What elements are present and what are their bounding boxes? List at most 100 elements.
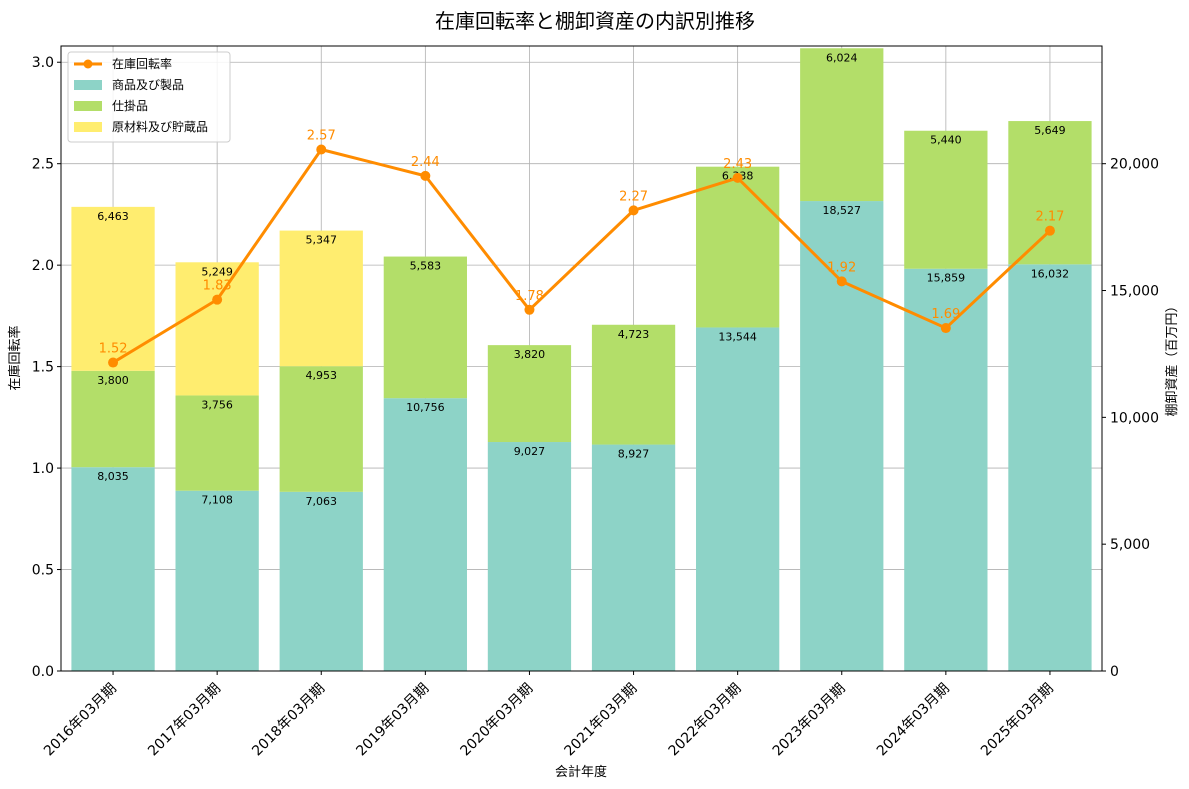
- bar-segment: [1008, 121, 1092, 265]
- left-axis: 0.0 0.5 1.0 1.5 2.0 2.5 3.0: [32, 55, 61, 680]
- legend-swatch: [74, 101, 102, 111]
- turnover-value-label: 2.17: [1035, 210, 1064, 225]
- bar-value-label: 16,032: [1031, 267, 1070, 280]
- bar-value-label: 8,035: [97, 470, 129, 483]
- turnover-point: [940, 323, 951, 334]
- x-tick-label: 2021年03月期: [562, 681, 641, 760]
- bar-segment: [383, 256, 467, 399]
- bar-value-label: 3,800: [97, 374, 129, 387]
- turnover-point: [732, 172, 743, 183]
- x-tick-label: 2024年03月期: [874, 681, 953, 760]
- turnover-point: [420, 170, 431, 181]
- right-tick-label: 10,000: [1110, 410, 1159, 426]
- legend-swatch: [74, 122, 102, 132]
- right-tick-label: 15,000: [1110, 284, 1159, 300]
- bar-segment: [175, 262, 259, 396]
- right-axis: 0 5,000 10,000 15,000 20,000: [1102, 157, 1159, 680]
- turnover-point: [316, 144, 327, 155]
- right-axis-title: 棚卸資産（百万円）: [1164, 299, 1180, 416]
- bar-value-label: 18,527: [823, 204, 862, 217]
- bar-segment: [279, 366, 363, 492]
- turnover-value-label: 2.57: [307, 128, 336, 143]
- left-axis-title: 在庫回転率: [7, 325, 23, 390]
- bar-segment: [383, 398, 467, 671]
- bar-value-label: 5,249: [201, 265, 233, 278]
- bar-value-label: 8,927: [618, 448, 650, 461]
- bar-segment: [279, 491, 363, 671]
- x-axis-title: 会計年度: [555, 764, 607, 780]
- x-tick-label: 2022年03月期: [666, 681, 745, 760]
- bar-segment: [71, 467, 155, 671]
- bar-segment: [591, 444, 676, 671]
- turnover-value-label: 1.83: [203, 279, 232, 294]
- bar-value-label: 4,723: [618, 328, 650, 341]
- turnover-value-label: 1.78: [515, 289, 544, 304]
- bar-value-label: 7,108: [201, 494, 233, 507]
- bar-value-label: 7,063: [306, 495, 338, 508]
- bar-segment: [487, 442, 572, 671]
- bar-value-label: 3,820: [514, 348, 546, 361]
- bar-segment: [175, 490, 259, 671]
- bar-value-label: 5,440: [930, 134, 962, 147]
- turnover-line: [112, 147, 1051, 364]
- x-tick-label: 2020年03月期: [457, 681, 536, 760]
- turnover-point: [1044, 225, 1055, 236]
- turnover-value-label: 1.69: [931, 307, 960, 322]
- bar-segment: [279, 230, 363, 367]
- legend-marker: [83, 59, 93, 69]
- right-tick-label: 0: [1110, 664, 1119, 680]
- bar-value-label: 6,463: [97, 210, 129, 223]
- left-tick-label: 0.5: [32, 563, 54, 579]
- legend-label: 仕掛品: [112, 98, 148, 113]
- left-tick-label: 3.0: [32, 55, 54, 71]
- bar-segment: [71, 206, 155, 371]
- right-tick-label: 5,000: [1110, 537, 1150, 553]
- legend-label: 原材料及び貯蔵品: [112, 120, 208, 134]
- bar-value-label: 10,756: [406, 401, 445, 414]
- bar-value-label: 9,027: [514, 445, 546, 458]
- x-axis: 2016年03月期 2017年03月期 2018年03月期 2019年03月期 2020…: [41, 671, 1057, 759]
- bar-segment: [904, 130, 988, 269]
- left-tick-label: 1.5: [32, 360, 54, 376]
- bar-value-label: 15,859: [927, 272, 966, 285]
- bar-value-label: 3,756: [201, 398, 233, 411]
- legend-label: 商品及び製品: [112, 77, 184, 92]
- bar-value-label: 6,024: [826, 51, 858, 64]
- chart-title: 在庫回転率と棚卸資産の内訳別推移: [435, 9, 755, 33]
- turnover-value-label: 2.43: [723, 157, 752, 172]
- bar-segment: [904, 268, 988, 671]
- left-tick-label: 1.0: [32, 461, 54, 477]
- line-group: 1.52 1.83 2.57 2.44 1.78 2.27 2.43 1.92 1.69 2.17: [99, 128, 1064, 368]
- turnover-point: [212, 294, 223, 305]
- bar-value-label: 4,953: [306, 369, 338, 382]
- right-tick-label: 20,000: [1110, 157, 1159, 173]
- turnover-value-label: 1.92: [827, 260, 856, 275]
- bar-segment: [696, 327, 780, 671]
- x-tick-label: 2016年03月期: [41, 681, 120, 760]
- left-tick-label: 2.5: [32, 157, 54, 173]
- bar-group: [71, 48, 1092, 671]
- turnover-value-label: 2.27: [619, 189, 648, 204]
- legend-box: [67, 51, 231, 143]
- turnover-point: [628, 205, 639, 216]
- bar-value-label: 5,649: [1034, 124, 1066, 137]
- turnover-point: [524, 304, 535, 315]
- x-tick-label: 2025年03月期: [978, 681, 1057, 760]
- plot-frame: [60, 45, 1103, 672]
- x-tick-label: 2017年03月期: [145, 681, 224, 760]
- left-tick-label: 2.0: [32, 258, 54, 274]
- legend-swatch: [74, 80, 102, 90]
- bar-value-label: 13,544: [718, 330, 757, 343]
- legend-label: 在庫回転率: [112, 56, 172, 71]
- x-tick-label: 2018年03月期: [249, 681, 328, 760]
- bar-label-group: 8,035 7,108 7,063 10,756 9,027 8,927 13,544 18,…: [97, 51, 1069, 508]
- left-tick-label: 0.0: [32, 664, 54, 680]
- bar-segment: [696, 166, 780, 328]
- bar-segment: [71, 370, 155, 468]
- turnover-value-label: 1.52: [99, 342, 128, 357]
- x-tick-label: 2023年03月期: [770, 681, 849, 760]
- bar-segment: [800, 48, 884, 202]
- bar-segment: [487, 345, 572, 443]
